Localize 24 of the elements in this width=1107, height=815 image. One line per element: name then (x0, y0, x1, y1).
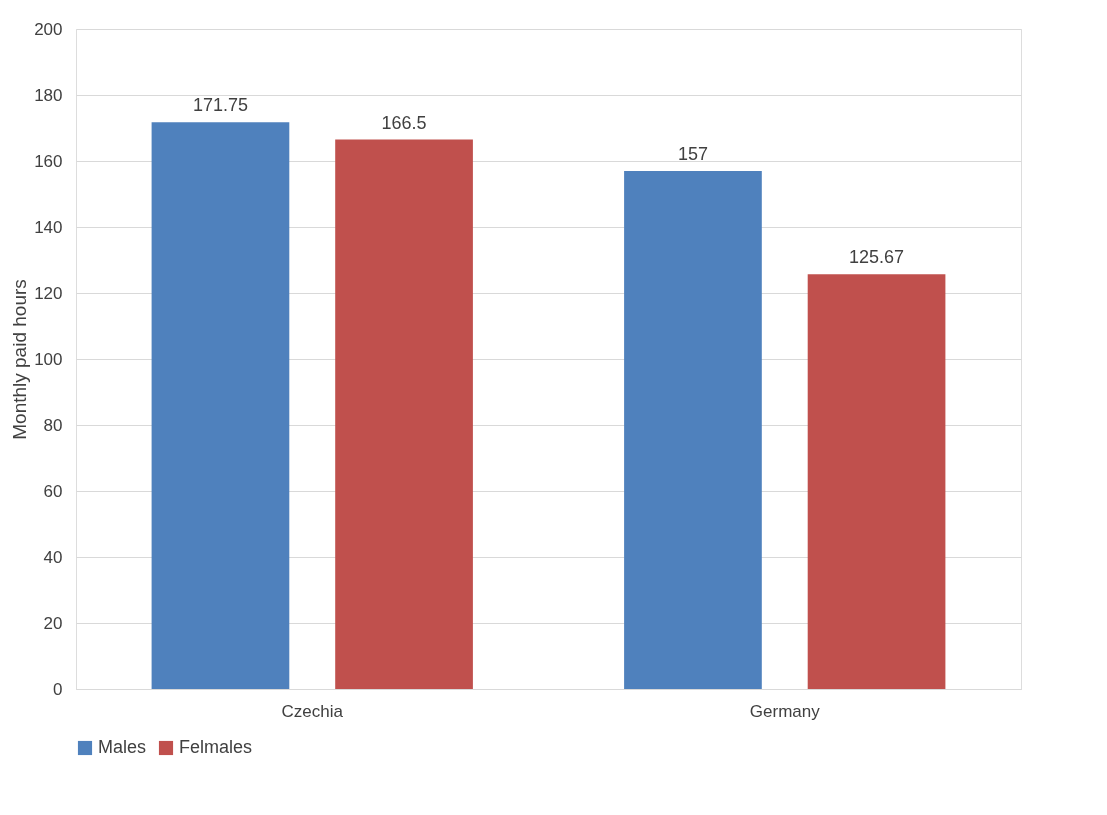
y-tick-label: 160 (34, 151, 63, 171)
x-tick-label: Czechia (281, 701, 344, 721)
y-tick-label: 40 (43, 547, 63, 567)
legend-label: Felmales (179, 737, 253, 757)
y-tick-label: 120 (34, 283, 63, 303)
bar (807, 274, 946, 689)
y-tick-label: 180 (34, 85, 63, 105)
data-label: 171.75 (192, 95, 248, 116)
bar (335, 139, 473, 689)
x-tick-label: Germany (749, 701, 821, 721)
data-label: 125.67 (849, 247, 905, 268)
y-tick-label: 200 (34, 19, 63, 39)
y-tick-label: 140 (34, 217, 63, 237)
legend-label: Males (98, 737, 147, 757)
y-tick-label: 60 (43, 481, 63, 501)
y-tick-label: 20 (43, 613, 63, 633)
y-tick-label: 0 (53, 679, 63, 699)
data-label: 157 (677, 143, 708, 164)
y-tick-label: 80 (43, 415, 63, 435)
y-axis-title: Monthly paid hours (9, 279, 31, 440)
data-label: 166.5 (381, 112, 427, 133)
y-tick-label: 100 (34, 349, 63, 369)
bar (624, 170, 762, 689)
bar (151, 122, 290, 689)
